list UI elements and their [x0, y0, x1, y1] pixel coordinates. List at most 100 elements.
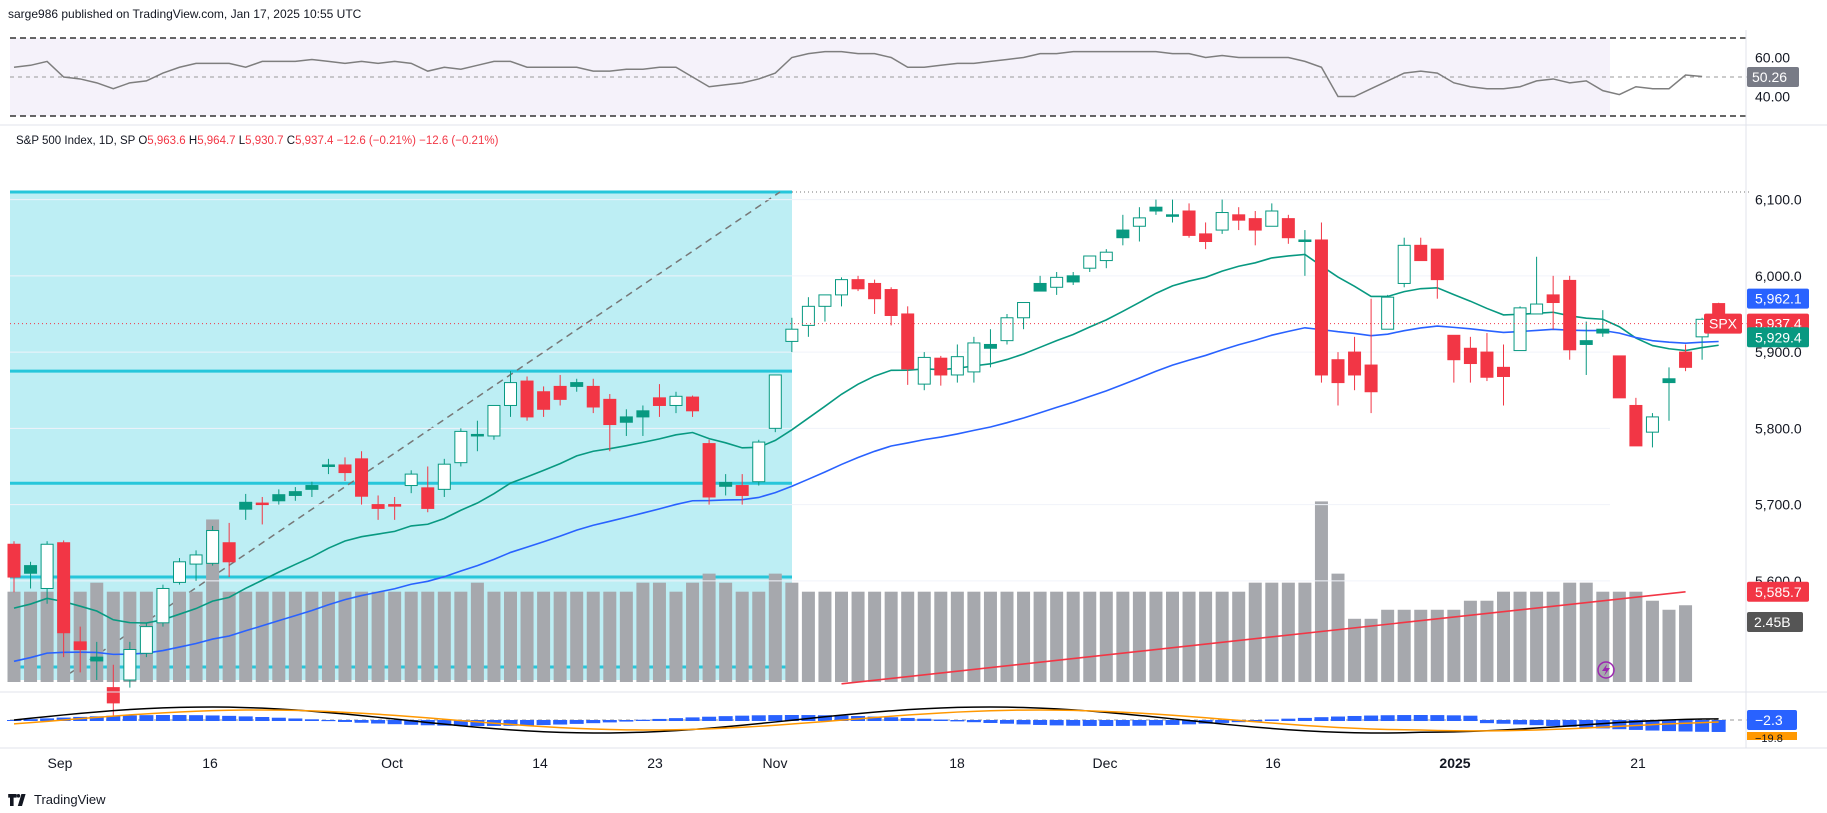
- candle-body: [884, 289, 898, 316]
- macd-histogram-bar: [1513, 720, 1528, 725]
- volume-bar: [1298, 582, 1312, 682]
- sma200-value-label: 5,585.7: [1755, 584, 1802, 600]
- volume-bar: [355, 591, 369, 682]
- volume-bar: [1099, 591, 1113, 682]
- candle-body: [40, 543, 54, 589]
- high-label: H: [188, 135, 198, 147]
- open-label: O: [138, 135, 148, 147]
- macd-histogram-bar: [652, 718, 667, 721]
- volume-bar: [239, 591, 253, 682]
- time-tick-label: Dec: [1093, 755, 1118, 771]
- macd-histogram-bar: [1380, 715, 1395, 721]
- candle-body: [338, 464, 352, 474]
- candle-body: [1629, 404, 1643, 447]
- macd-histogram-bar: [122, 715, 137, 721]
- flash-icon: [1597, 661, 1615, 679]
- volume-value-badge: [1747, 612, 1803, 632]
- macd-histogram-bar: [1529, 720, 1544, 726]
- time-tick-label: 18: [949, 755, 965, 771]
- candle-body: [983, 343, 997, 349]
- volume-bar: [338, 591, 352, 682]
- candle-body: [1430, 248, 1444, 281]
- macd-histogram-bar: [1248, 720, 1263, 722]
- macd-histogram-bar: [1662, 720, 1676, 732]
- candle-body: [1132, 217, 1146, 227]
- macd-histogram-bar: [321, 720, 336, 722]
- sma200-value-badge: [1747, 581, 1809, 602]
- candle-body: [1116, 229, 1130, 239]
- macd-histogram-bar: [1711, 720, 1726, 732]
- ohlc-legend: S&P 500 Index, 1D, SP O5,963.6 H5,964.7 …: [16, 135, 498, 147]
- tradingview-logo-icon: [8, 793, 26, 806]
- volume-bar: [255, 591, 269, 682]
- volume-bar: [1182, 591, 1196, 682]
- volume-bar: [288, 591, 302, 682]
- macd-signal-line: [13, 709, 1719, 732]
- volume-bar: [1612, 591, 1626, 682]
- candle-body: [1679, 351, 1693, 368]
- ema20-value-badge: [1747, 327, 1809, 348]
- candle-body: [321, 464, 335, 467]
- volume-bar: [1248, 582, 1262, 682]
- candle-body: [1281, 218, 1295, 239]
- macd-histogram-bar: [635, 719, 650, 721]
- candle-body: [1579, 340, 1593, 345]
- macd-histogram-bar: [619, 720, 634, 722]
- price-tick-label: 5,800.0: [1755, 420, 1802, 436]
- candle-body: [404, 473, 418, 487]
- symbol-name[interactable]: S&P 500 Index, 1D, SP: [16, 135, 136, 147]
- macd-histogram-bar: [1430, 715, 1445, 721]
- volume-bar: [388, 591, 402, 682]
- volume-bar: [719, 582, 733, 682]
- volume-bar: [504, 591, 517, 682]
- volume-bar: [1265, 582, 1279, 682]
- macd-histogram-bar: [371, 720, 386, 724]
- volume-bar: [603, 591, 617, 682]
- close-value: 5,937.4: [295, 135, 334, 147]
- rsi-tick-40: 40.00: [1755, 89, 1790, 105]
- candle-body: [1596, 328, 1610, 334]
- volume-bar: [669, 591, 683, 682]
- macd-histogram-bar: [569, 720, 584, 724]
- candle-body: [1099, 251, 1113, 262]
- macd-histogram-bar: [1099, 720, 1114, 726]
- macd-histogram-bar: [1347, 715, 1362, 721]
- volume-bar: [785, 582, 799, 682]
- macd-histogram-bar: [1546, 720, 1561, 726]
- time-tick-label: 14: [532, 755, 548, 771]
- candle-body: [1497, 366, 1510, 377]
- candle-body: [1612, 355, 1626, 399]
- volume-bar: [1215, 591, 1229, 682]
- flash-icon-bolt: [1602, 664, 1610, 676]
- volume-bar: [934, 591, 948, 682]
- volume-bar: [636, 582, 650, 682]
- macd-histogram-bar: [1331, 716, 1345, 721]
- candle-body: [785, 328, 799, 342]
- macd-histogram-bar: [1579, 720, 1594, 728]
- volume-bar: [1497, 591, 1510, 682]
- volume-bar: [983, 591, 997, 682]
- macd-value-badge: [1747, 710, 1797, 730]
- volume-bar: [570, 591, 584, 682]
- macd-histogram-bar: [1182, 720, 1197, 725]
- volume-bar: [1348, 618, 1362, 682]
- macd-histogram-bar: [1264, 719, 1279, 721]
- macd-histogram-bar: [768, 715, 783, 721]
- candle-body: [388, 504, 402, 507]
- candle-body: [1000, 317, 1014, 342]
- low-value: 5,930.7: [245, 135, 284, 147]
- candle-body: [255, 502, 269, 506]
- candle-body: [288, 491, 302, 496]
- candle-body: [454, 430, 468, 464]
- macd-histogram-bar: [1016, 720, 1031, 725]
- macd-histogram-bar: [784, 715, 799, 721]
- volume-bar: [686, 582, 700, 682]
- volume-bar: [321, 591, 335, 682]
- low-label: L: [238, 135, 246, 147]
- volume-bar: [1563, 582, 1577, 682]
- macd-histogram-bar: [900, 717, 915, 721]
- candle-body: [520, 380, 534, 418]
- symbol-badge-label: SPX: [1709, 316, 1738, 332]
- price-tick-label: 6,100.0: [1755, 192, 1802, 208]
